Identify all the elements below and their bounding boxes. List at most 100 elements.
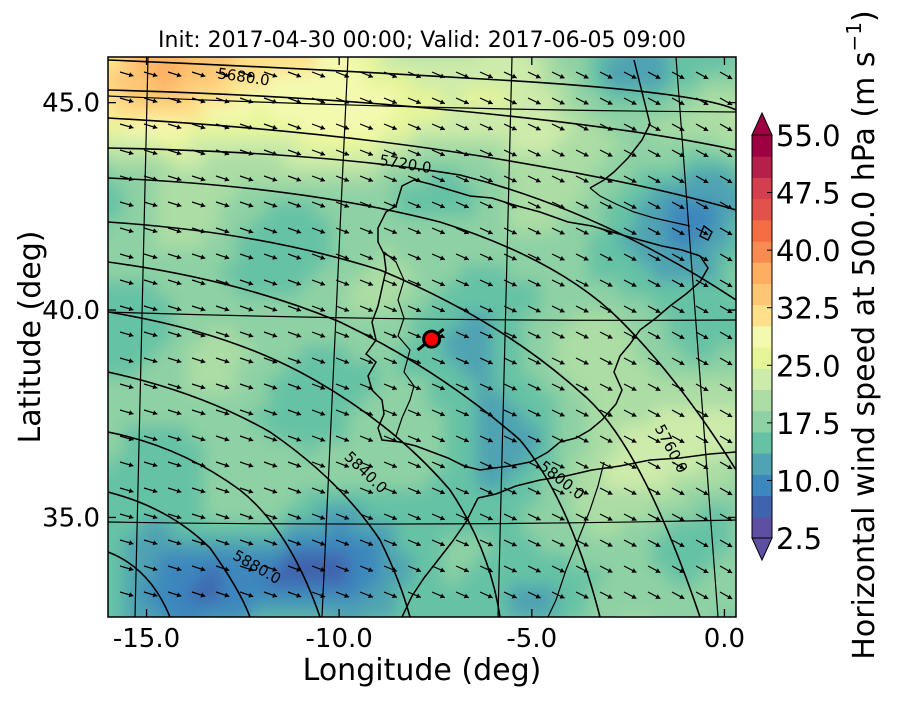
speed-cell — [716, 329, 733, 346]
speed-cell — [476, 185, 493, 202]
speed-cell — [476, 265, 493, 282]
speed-cell — [220, 297, 237, 314]
speed-cell — [476, 537, 493, 554]
speed-cell — [124, 473, 141, 490]
speed-cell — [252, 585, 269, 602]
speed-cell — [748, 57, 765, 74]
speed-cell — [124, 585, 141, 602]
speed-cell — [364, 217, 381, 234]
wind-arrowhead — [176, 228, 182, 234]
wind-arrowhead — [583, 334, 589, 339]
wind-arrowhead — [224, 514, 230, 520]
speed-cell — [300, 217, 317, 234]
speed-cell — [380, 185, 397, 202]
wind-arrowhead — [128, 436, 134, 442]
wind-arrowhead — [176, 488, 182, 494]
speed-cell — [332, 153, 349, 170]
speed-cell — [156, 473, 173, 490]
speed-cell — [492, 601, 509, 617]
speed-cell — [412, 601, 429, 617]
speed-cell — [124, 73, 141, 90]
wind-arrowhead — [727, 412, 733, 418]
wind-arrowhead — [128, 592, 134, 598]
speed-cell — [252, 105, 269, 122]
speed-cell — [700, 569, 717, 586]
speed-cell — [716, 569, 733, 586]
speed-cell — [172, 585, 189, 602]
speed-cell — [156, 57, 173, 74]
wind-arrowhead — [463, 437, 469, 443]
speed-cell — [716, 457, 733, 474]
speed-cell — [252, 89, 269, 106]
speed-cell — [156, 409, 173, 426]
speed-cell — [732, 377, 736, 394]
speed-cell — [732, 329, 736, 346]
speed-cell — [204, 601, 221, 617]
speed-cell — [236, 121, 253, 138]
speed-cell — [108, 505, 125, 522]
speed-cell — [476, 425, 493, 442]
contour-line — [108, 59, 736, 111]
speed-cell — [412, 393, 429, 410]
speed-cell — [396, 537, 413, 554]
speed-cell — [668, 345, 685, 362]
wind-arrowhead — [368, 203, 373, 209]
wind-arrowhead — [511, 541, 517, 547]
speed-cell — [140, 105, 157, 122]
speed-cell — [684, 73, 701, 90]
speed-cell — [492, 297, 509, 314]
wind-arrowhead — [344, 99, 350, 104]
wind-arrowhead — [176, 514, 182, 520]
speed-cell — [140, 329, 157, 346]
colorbar-extend-min — [751, 537, 773, 562]
wind-arrowhead — [392, 333, 397, 339]
speed-cell — [460, 473, 477, 490]
wind-arrowhead — [392, 255, 397, 261]
wind-arrowhead — [296, 254, 302, 260]
wind-arrowhead — [200, 306, 206, 312]
wind-arrowhead — [272, 254, 278, 260]
speed-cell — [124, 505, 141, 522]
speed-cell — [108, 601, 125, 617]
wind-arrowhead — [463, 203, 469, 209]
speed-cell — [684, 505, 701, 522]
speed-cell — [220, 89, 237, 106]
speed-cell — [252, 521, 269, 538]
wind-arrowhead — [727, 178, 733, 184]
wind-arrowhead — [655, 152, 661, 157]
speed-cell — [732, 137, 736, 154]
balearic-coast — [699, 224, 713, 242]
wind-arrowhead — [511, 437, 517, 443]
speed-cell — [524, 409, 541, 426]
speed-cell — [188, 153, 205, 170]
speed-cell — [220, 569, 237, 586]
speed-cell — [748, 41, 765, 58]
wind-arrowhead — [368, 255, 373, 261]
speed-cell — [364, 57, 381, 74]
speed-cell — [108, 409, 109, 426]
wind-arrowhead — [392, 73, 397, 79]
speed-cell — [220, 233, 237, 250]
wind-arrowhead — [559, 73, 565, 79]
wind-arrowhead — [727, 542, 733, 548]
speed-cell — [300, 329, 317, 346]
colorbar-tick-label: 25.0 — [776, 349, 841, 383]
wind-arrowhead — [415, 281, 421, 287]
speed-cell — [540, 569, 557, 586]
speed-cell — [700, 601, 717, 617]
wind-arrowhead — [679, 230, 685, 235]
morocco-algeria-border — [547, 461, 605, 617]
speed-cell — [716, 313, 733, 330]
wind-arrowhead — [607, 464, 613, 469]
speed-cell — [732, 153, 736, 170]
x-tick-label: 0.0 — [704, 624, 745, 654]
speed-cell — [300, 73, 317, 90]
speed-cell — [188, 89, 205, 106]
speed-cell — [524, 601, 541, 617]
wind-arrowhead — [559, 437, 565, 443]
speed-cell — [252, 265, 269, 282]
speed-cell — [348, 441, 365, 458]
speed-cell — [732, 425, 736, 442]
wind-arrowhead — [344, 411, 350, 416]
wind-arrowhead — [176, 332, 182, 338]
